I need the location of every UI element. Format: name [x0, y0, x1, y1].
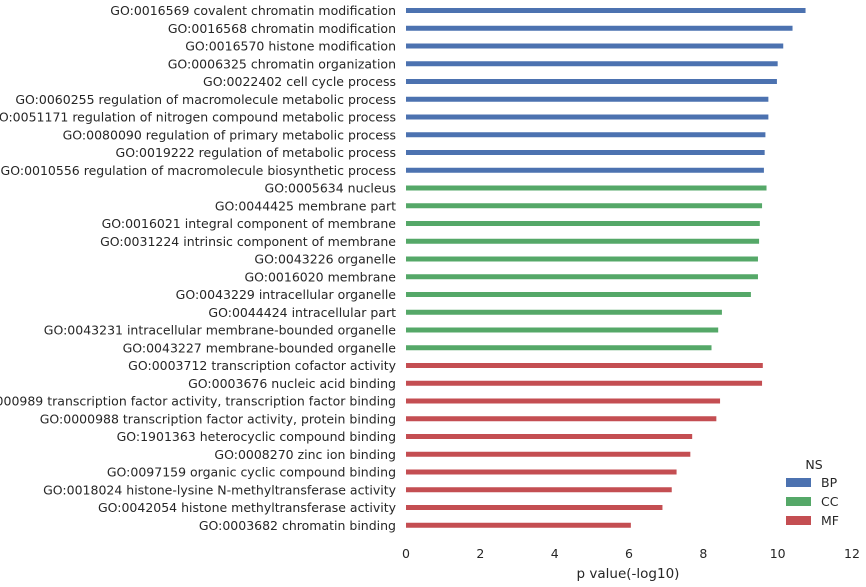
- x-axis-title: p value(-log10): [577, 566, 680, 582]
- x-tick-label: 10: [770, 546, 786, 561]
- bar: [406, 487, 672, 493]
- category-label: GO:0043226 organelle: [254, 252, 396, 267]
- bar: [406, 185, 767, 191]
- category-label: GO:0000988 transcription factor activity…: [40, 411, 396, 426]
- category-label: GO:0043227 membrane-bounded organelle: [123, 340, 397, 355]
- category-label: GO:0019222 regulation of metabolic proce…: [116, 145, 396, 160]
- category-label: GO:0005634 nucleus: [265, 181, 396, 196]
- bar: [406, 345, 712, 351]
- bar: [406, 469, 677, 475]
- category-label: GO:0016569 covalent chromatin modificati…: [110, 3, 396, 18]
- legend-label: CC: [821, 494, 839, 509]
- bar: [406, 380, 763, 386]
- bar: [406, 434, 693, 439]
- bar: [406, 150, 765, 155]
- legend-label: BP: [821, 475, 838, 490]
- category-label: GO:0016021 integral component of membran…: [102, 216, 397, 231]
- category-label: GO:0097159 organic cyclic compound bindi…: [107, 465, 396, 480]
- bars: [406, 8, 806, 528]
- category-label: GO:0043229 intracellular organelle: [176, 287, 397, 302]
- category-label: GO:0010556 regulation of macromolecule b…: [1, 163, 396, 178]
- bar: [406, 43, 784, 49]
- bar: [406, 416, 717, 422]
- category-label: GO:0060255 regulation of macromolecule m…: [15, 92, 396, 107]
- legend-swatch: [786, 478, 811, 487]
- x-axis-ticks: 0 2 4 6 8 10 12: [402, 546, 860, 561]
- category-label: GO:0008270 zinc ion binding: [214, 447, 396, 462]
- bar: [406, 238, 760, 244]
- category-label: GO:0043231 intracellular membrane-bounde…: [44, 323, 397, 338]
- category-label: GO:0000989 transcription factor activity…: [0, 394, 396, 409]
- bar: [406, 256, 758, 262]
- bar: [406, 398, 721, 404]
- bar: [406, 363, 763, 368]
- category-labels: GO:0016569 covalent chromatin modificati…: [0, 3, 397, 533]
- bar: [406, 522, 631, 528]
- category-label: GO:0022402 cell cycle process: [203, 74, 396, 89]
- category-label: GO:0042054 histone methyltransferase act…: [98, 500, 397, 515]
- bar: [406, 25, 793, 31]
- bar: [406, 451, 691, 457]
- legend-swatch: [786, 516, 811, 525]
- category-label: GO:0080090 regulation of primary metabol…: [63, 127, 396, 142]
- legend-swatch: [786, 497, 811, 506]
- category-label: GO:0016020 membrane: [244, 269, 396, 284]
- legend-title: NS: [805, 457, 822, 472]
- x-tick-label: 8: [699, 546, 707, 561]
- legend-label: MF: [821, 513, 839, 528]
- bar: [406, 114, 769, 120]
- category-label: GO:0006325 chromatin organization: [168, 56, 396, 71]
- x-tick-label: 12: [844, 546, 860, 561]
- category-label: GO:0031224 intrinsic component of membra…: [100, 234, 396, 249]
- bar: [406, 505, 663, 510]
- category-label: GO:0003682 chromatin binding: [199, 518, 396, 533]
- bar: [406, 292, 751, 297]
- bar: [406, 203, 763, 209]
- category-label: GO:0003676 nucleic acid binding: [188, 376, 396, 391]
- bar: [406, 167, 764, 173]
- bar: [406, 327, 719, 333]
- category-label: GO:0044424 intracellular part: [208, 305, 396, 320]
- category-label: GO:0051171 regulation of nitrogen compou…: [0, 110, 396, 125]
- category-label: GO:0016568 chromatin modification: [168, 21, 396, 36]
- category-label: GO:0018024 histone-lysine N-methyltransf…: [43, 482, 396, 497]
- bar: [406, 309, 722, 315]
- bar: [406, 8, 806, 13]
- x-tick-label: 0: [402, 546, 410, 561]
- legend: NS BP CC MF: [786, 457, 839, 528]
- category-label: GO:0016570 histone modification: [185, 39, 396, 54]
- bar: [406, 221, 760, 226]
- x-tick-label: 2: [476, 546, 484, 561]
- bar: [406, 96, 769, 102]
- category-label: GO:0003712 transcription cofactor activi…: [128, 358, 396, 373]
- x-tick-label: 6: [625, 546, 633, 561]
- bar: [406, 132, 766, 138]
- bar: [406, 61, 778, 67]
- bar: [406, 79, 777, 84]
- category-label: GO:1901363 heterocyclic compound binding: [117, 429, 396, 444]
- category-label: GO:0044425 membrane part: [215, 198, 396, 213]
- bar: [406, 274, 758, 280]
- x-tick-label: 4: [551, 546, 559, 561]
